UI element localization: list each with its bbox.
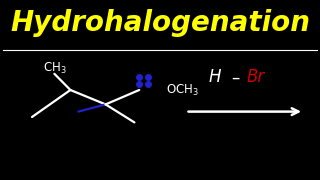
Text: Hydrohalogenation: Hydrohalogenation [10,9,310,37]
Text: CH$_3$: CH$_3$ [43,61,66,76]
Text: –: – [231,68,239,86]
Text: Br: Br [247,68,265,86]
Text: OCH$_3$: OCH$_3$ [166,82,199,98]
Text: H: H [208,68,221,86]
